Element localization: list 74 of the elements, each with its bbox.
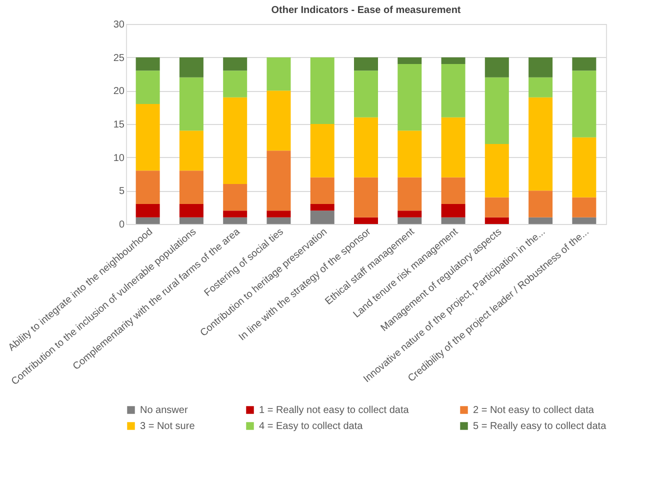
bar (398, 57, 422, 64)
bar (572, 57, 596, 71)
bar (136, 70, 160, 104)
bar (266, 90, 291, 151)
bar (223, 210, 248, 218)
bar (528, 217, 553, 224)
y-tick-label: 10 (113, 152, 125, 164)
bar (310, 177, 334, 204)
bar (441, 217, 466, 224)
bar (223, 97, 248, 184)
bar (354, 177, 378, 218)
y-tick-label: 5 (118, 186, 125, 198)
bar (179, 57, 204, 78)
bar (223, 217, 248, 224)
bar (310, 204, 334, 211)
bar (441, 177, 466, 204)
bar (179, 77, 204, 131)
y-tick-label: 20 (113, 86, 125, 98)
bar (484, 77, 509, 144)
bar (484, 217, 509, 224)
bar (398, 130, 422, 178)
bar (136, 57, 160, 71)
bar (572, 197, 596, 218)
bar (136, 217, 160, 224)
legend-label: 5 = Really easy to collect data (473, 421, 607, 432)
bar (266, 210, 291, 218)
bar (354, 70, 378, 118)
bar (441, 117, 466, 178)
bar (441, 57, 466, 64)
bar (223, 70, 248, 98)
bar (398, 177, 422, 211)
bar (266, 217, 291, 224)
bar (354, 217, 378, 224)
bar (223, 57, 248, 71)
bar (572, 70, 596, 138)
bar (528, 190, 553, 218)
bar (528, 97, 553, 191)
y-tick-label: 25 (113, 52, 125, 64)
bar (136, 204, 160, 218)
legend-label: 1 = Really not easy to collect data (259, 405, 410, 416)
bar (310, 57, 334, 124)
bar (354, 117, 378, 178)
bar (179, 204, 204, 218)
bar (528, 57, 553, 78)
bar (441, 204, 466, 218)
bar (398, 210, 422, 218)
bar (528, 77, 553, 98)
bar (572, 217, 596, 224)
bar (484, 57, 509, 78)
bar (310, 210, 334, 224)
chart-title: Other Indicators - Ease of measurement (271, 5, 462, 16)
bar (398, 64, 422, 131)
y-tick-label: 15 (113, 120, 125, 130)
y-tick-label: 0 (118, 220, 125, 230)
bar (310, 124, 334, 178)
bar (223, 184, 248, 211)
bar (136, 170, 160, 204)
bar (354, 57, 378, 71)
bar (572, 137, 596, 198)
legend-label: No answer (140, 405, 188, 416)
bar (179, 217, 204, 224)
legend-label: 3 = Not sure (140, 421, 196, 432)
bar (266, 150, 291, 211)
bar (484, 144, 509, 198)
y-tick-label: 30 (113, 20, 125, 30)
bar (484, 197, 509, 218)
legend-label: 2 = Not easy to collect data (473, 405, 594, 416)
bar (266, 57, 291, 91)
bar (441, 64, 466, 118)
bar (398, 217, 422, 224)
bar (179, 130, 204, 171)
bar (179, 170, 204, 204)
legend-label: 4 = Easy to collect data (259, 421, 364, 432)
bar (136, 104, 160, 171)
